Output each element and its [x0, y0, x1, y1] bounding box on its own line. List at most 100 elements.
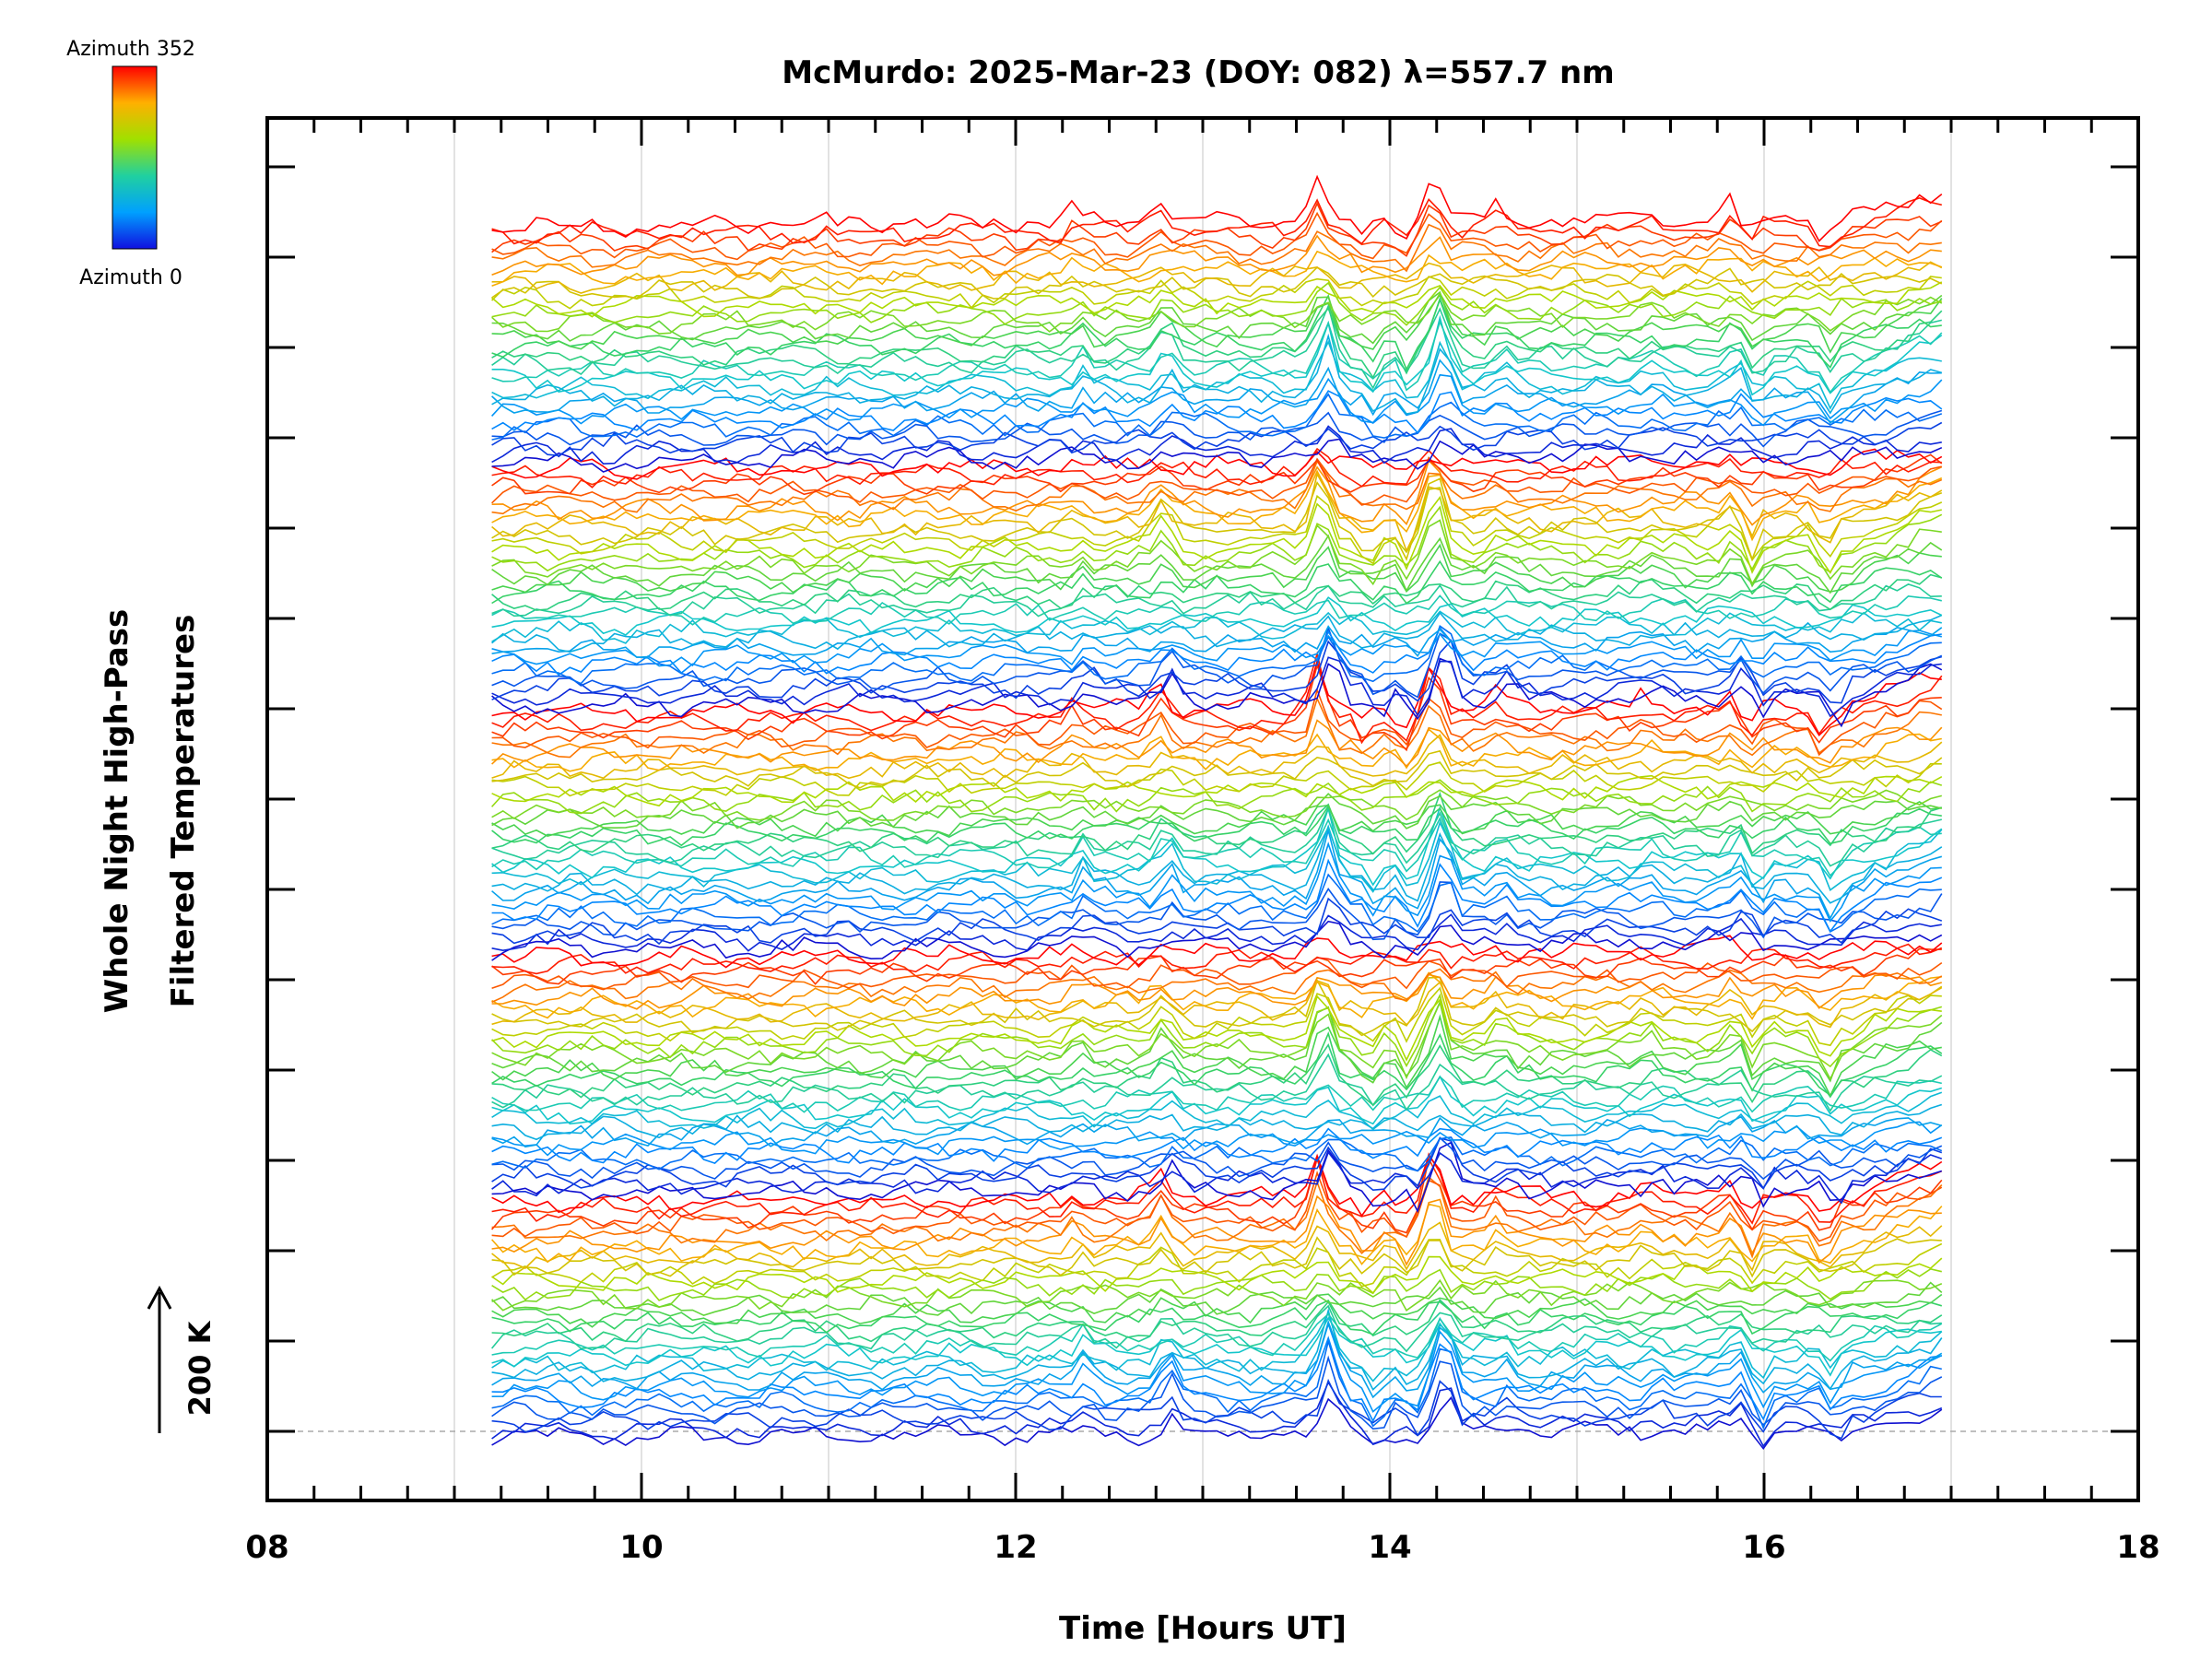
temperature-trace [491, 761, 1942, 797]
temperature-trace [491, 1091, 1943, 1131]
temperature-trace [491, 881, 1943, 941]
temperature-trace [491, 281, 1943, 318]
temperature-trace [491, 390, 1943, 434]
temperature-trace [491, 290, 1943, 345]
temperature-trace [491, 1175, 1943, 1259]
temperature-trace [491, 651, 1943, 745]
temperature-trace [491, 841, 1942, 923]
temperature-trace [491, 913, 1942, 952]
temperature-trace [491, 611, 1943, 653]
x-tick-label: 14 [1368, 1529, 1411, 1566]
temperature-trace [491, 1136, 1943, 1192]
y-axis-label-line1: Whole Night High-Pass [99, 609, 135, 1014]
temperature-trace [491, 1335, 1942, 1423]
temperature-trace [491, 583, 1942, 618]
temperature-trace [491, 1338, 1942, 1430]
temperature-trace [491, 749, 1943, 789]
temperature-trace [491, 625, 1942, 685]
temperature-trace [491, 999, 1943, 1081]
temperature-trace [491, 1378, 1942, 1440]
temperature-trace [491, 947, 1942, 985]
temperature-trace [491, 1299, 1943, 1343]
temperature-trace [490, 1304, 1942, 1353]
temperature-trace [491, 1293, 1943, 1328]
x-tick-labels: 08 10 12 14 16 18 [245, 1529, 2159, 1566]
temperature-trace [491, 824, 1943, 904]
temperature-trace [491, 986, 1942, 1047]
temperature-trace [491, 789, 1942, 821]
temperature-trace [491, 293, 1943, 354]
temperature-trace [491, 1153, 1943, 1218]
temperature-trace [491, 1267, 1942, 1301]
temperature-trace [491, 393, 1943, 441]
temperature-trace [491, 319, 1943, 394]
temperature-trace [491, 594, 1942, 626]
temperature-trace [491, 1281, 1943, 1316]
temperature-trace [491, 291, 1943, 335]
temperature-trace [491, 293, 1942, 371]
colorbar [112, 65, 158, 250]
temperature-trace [491, 805, 1943, 887]
temperature-trace [491, 1000, 1943, 1084]
temperature-trace [491, 897, 1943, 946]
temperature-trace [491, 1236, 1942, 1278]
temperature-trace [491, 657, 1943, 728]
temperature-trace [491, 197, 1942, 248]
temperature-trace [491, 453, 1943, 496]
temperature-trace [491, 1014, 1942, 1098]
x-tick-label: 10 [619, 1529, 663, 1566]
x-axis-label: Time [Hours UT] [1059, 1610, 1347, 1647]
temperature-trace [491, 1136, 1943, 1172]
temperature-trace [491, 1136, 1943, 1181]
temperature-trace [491, 223, 1942, 273]
temperature-trace [491, 994, 1942, 1062]
scale-arrowhead [147, 1285, 172, 1310]
temperature-trace [491, 968, 1943, 1004]
temperature-trace [491, 250, 1943, 288]
temperature-trace [491, 211, 1943, 261]
colorbar-bottom-label: Azimuth 0 [79, 266, 182, 289]
x-tick-label: 16 [1742, 1529, 1785, 1566]
temperature-trace [491, 333, 1943, 415]
temperature-trace [491, 281, 1943, 326]
axis-ticks [265, 118, 2140, 1500]
temperature-trace [491, 438, 1943, 473]
temperature-trace [491, 774, 1943, 807]
temperature-traces [490, 174, 1943, 1451]
temperature-trace [491, 971, 1942, 1020]
temperature-trace [491, 973, 1943, 1010]
temperature-trace [491, 472, 1943, 553]
temperature-trace [491, 629, 1942, 667]
temperature-trace [491, 980, 1943, 1029]
temperature-trace [491, 1278, 1943, 1312]
temperature-trace [491, 276, 1942, 310]
temperature-trace [491, 1152, 1943, 1225]
temperature-trace [491, 519, 1942, 586]
temperature-trace [491, 421, 1943, 457]
temperature-trace [491, 719, 1943, 768]
temperature-trace [491, 234, 1942, 276]
temperature-trace [491, 1316, 1942, 1377]
temperature-trace [491, 920, 1943, 961]
temperature-trace [491, 625, 1943, 699]
temperature-trace [491, 459, 1943, 515]
x-tick-label: 18 [2116, 1529, 2159, 1566]
temperature-trace [491, 487, 1943, 565]
temperature-trace [491, 1221, 1943, 1272]
temperature-trace [491, 873, 1942, 933]
y-axis-label-line2: Filtered Temperatures [165, 615, 202, 1008]
plot-frame [265, 116, 2140, 1502]
temperature-trace [491, 1307, 1943, 1392]
temperature-trace [491, 858, 1943, 934]
temperature-trace [491, 626, 1942, 677]
scale-label: 200 K [182, 1320, 218, 1416]
temperature-trace [491, 800, 1942, 838]
x-tick-label: 08 [245, 1529, 288, 1566]
temperature-trace [491, 573, 1943, 611]
temperature-trace [491, 827, 1943, 920]
temperature-trace [491, 793, 1942, 830]
temperature-trace [491, 1299, 1943, 1335]
temperature-trace [491, 1319, 1943, 1399]
temperature-trace [491, 1396, 1943, 1451]
temperature-trace [491, 1170, 1943, 1242]
